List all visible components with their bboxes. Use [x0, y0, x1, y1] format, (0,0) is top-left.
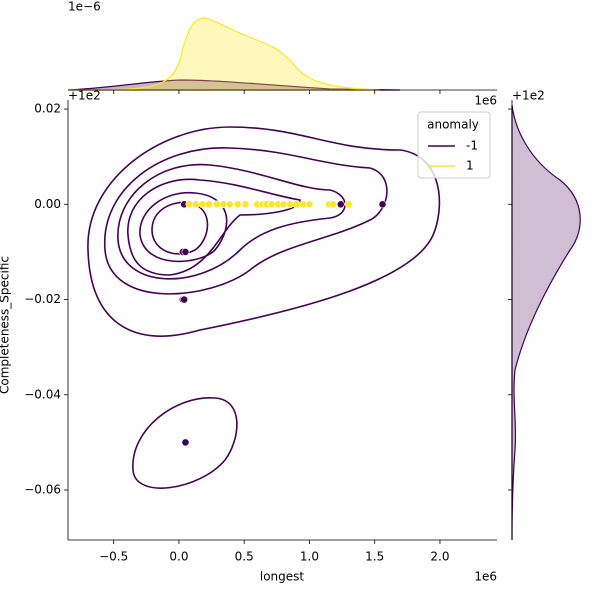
point	[292, 200, 301, 209]
point	[180, 295, 189, 304]
point	[233, 200, 242, 209]
legend-title: anomaly	[427, 118, 479, 132]
point	[329, 200, 337, 209]
point	[205, 200, 213, 209]
point	[299, 200, 307, 209]
density-offset: 1e−6	[68, 0, 101, 14]
contour	[127, 178, 301, 276]
legend-label: 1	[466, 159, 474, 173]
right-density	[511, 104, 581, 541]
point	[181, 248, 190, 256]
contour	[117, 163, 346, 280]
y-tick-label: −0.02	[24, 292, 61, 306]
point	[378, 200, 387, 209]
x-tick-label: 1.0	[300, 550, 319, 564]
point	[267, 200, 276, 209]
density-pos	[67, 17, 381, 91]
top-density	[67, 17, 401, 91]
point	[219, 200, 228, 209]
x-offset: 1e6	[474, 570, 497, 584]
x-tick-label: 1.5	[365, 550, 384, 564]
point	[285, 200, 294, 209]
point	[212, 200, 221, 209]
contour	[139, 191, 228, 263]
y-tick-label: 0.00	[34, 197, 61, 211]
y-offset: +1e2	[68, 89, 101, 103]
density-neg	[67, 79, 401, 91]
y-tick-label: 0.02	[34, 102, 61, 116]
x-tick-label: 2.0	[430, 550, 449, 564]
point	[181, 438, 190, 447]
point	[185, 200, 194, 209]
x-tick-label: 0.0	[169, 550, 188, 564]
x-tick-label: −0.5	[99, 550, 128, 564]
point	[279, 200, 288, 209]
kde-contours	[87, 126, 441, 489]
y-tick-label: −0.06	[24, 483, 61, 497]
y-offset: +1e2	[512, 89, 545, 103]
point	[241, 200, 250, 209]
contour	[87, 126, 441, 337]
legend-box	[417, 111, 491, 179]
y-label: Completeness_Specific	[0, 256, 12, 394]
contour	[104, 147, 388, 295]
legend: anomaly	[417, 111, 491, 179]
point	[305, 200, 314, 209]
y-tick-label: −0.04	[24, 387, 61, 401]
contour	[151, 201, 209, 255]
point	[198, 200, 207, 209]
x-tick-label: 0.5	[235, 550, 254, 564]
legend-label: -1	[466, 139, 478, 153]
point	[336, 200, 345, 209]
point	[192, 200, 200, 209]
point	[225, 200, 234, 209]
x-offset: 1e6	[474, 94, 497, 108]
x-label: longest	[260, 570, 305, 584]
contour	[132, 397, 238, 489]
point	[344, 200, 353, 209]
